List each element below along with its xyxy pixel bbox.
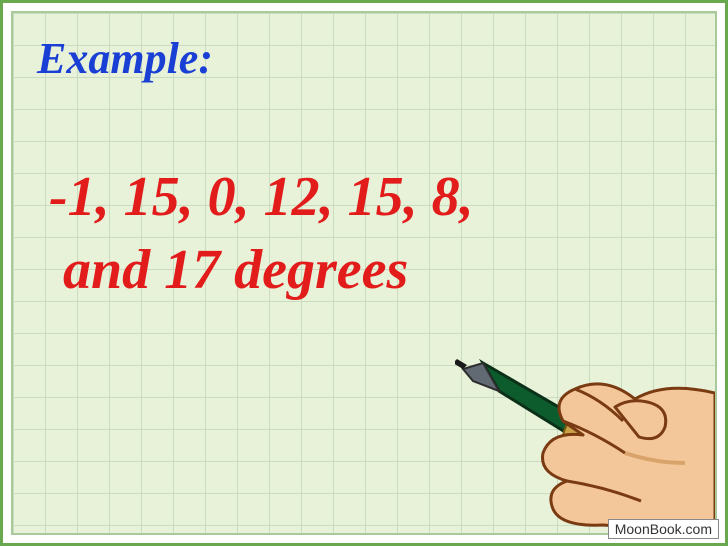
outer-border: Example: -1, 15, 0, 12, 15, 8, and 17 de… — [0, 0, 728, 546]
example-heading: Example: — [37, 33, 213, 84]
watermark: MoonBook.com — [608, 519, 719, 539]
hand-illustration — [455, 303, 715, 533]
main-text: -1, 15, 0, 12, 15, 8, and 17 degrees — [49, 161, 695, 307]
main-text-line1: -1, 15, 0, 12, 15, 8, — [49, 161, 695, 234]
hand-icon — [543, 384, 716, 533]
graph-paper: Example: -1, 15, 0, 12, 15, 8, and 17 de… — [11, 11, 717, 535]
main-text-line2: and 17 degrees — [49, 234, 695, 307]
pen-icon — [455, 359, 715, 525]
